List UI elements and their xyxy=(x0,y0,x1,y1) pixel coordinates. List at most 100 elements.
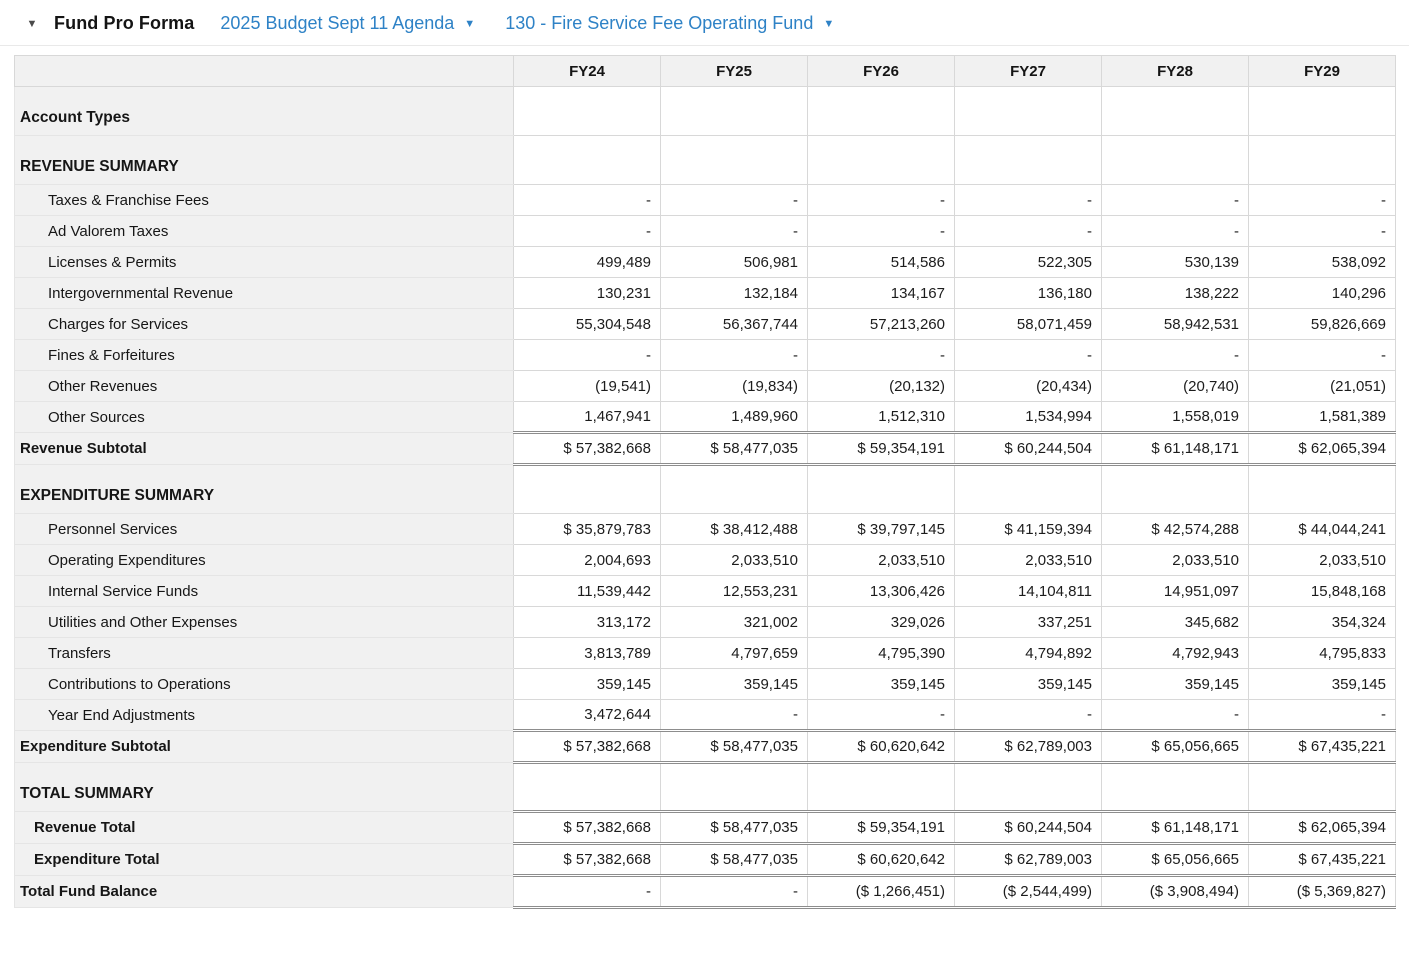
cell-value: 4,792,943 xyxy=(1101,637,1249,669)
cell-value: 345,682 xyxy=(1101,606,1249,638)
row-label: Total Fund Balance xyxy=(14,875,514,908)
table-row: Other Revenues (19,541) (19,834) (20,132) (2… xyxy=(14,370,1396,402)
cell-value: - xyxy=(1101,215,1249,247)
cell-value: 3,472,644 xyxy=(513,699,661,731)
cell-value: 1,512,310 xyxy=(807,401,955,433)
table-row: Revenue Total $ 57,382,668 $ 58,477,035 $ 5… xyxy=(14,810,1396,845)
chevron-down-icon: ▼ xyxy=(464,17,476,30)
cell-value: 359,145 xyxy=(1248,668,1396,700)
cell-value: 313,172 xyxy=(513,606,661,638)
row-label: EXPENDITURE SUMMARY xyxy=(14,464,514,514)
cell-value: $ 61,148,171 xyxy=(1101,431,1249,466)
cell-value: - xyxy=(1248,215,1396,247)
row-label: Year End Adjustments xyxy=(14,699,514,731)
table-row: Expenditure Subtotal $ 57,382,668 $ 58,477… xyxy=(14,729,1396,764)
cell-value: $ 35,879,783 xyxy=(513,513,661,545)
table-header: FY24 FY25 FY26 FY27 FY28 FY29 xyxy=(14,55,1396,87)
cell-value: - xyxy=(1248,699,1396,731)
row-label: Other Sources xyxy=(14,401,514,433)
cell-value: 359,145 xyxy=(954,668,1102,700)
cell-value: $ 65,056,665 xyxy=(1101,729,1249,764)
cell-value: 138,222 xyxy=(1101,277,1249,309)
fund-dropdown[interactable]: 130 - Fire Service Fee Operating Fund ▼ xyxy=(505,13,834,34)
collapse-icon[interactable]: ▼ xyxy=(26,17,38,30)
cell-value xyxy=(1248,86,1396,136)
table-row: Fines & Forfeitures - - - - - - xyxy=(14,339,1396,371)
cell-value: 321,002 xyxy=(660,606,808,638)
column-header-fy28: FY28 xyxy=(1101,55,1249,87)
column-header-fy27: FY27 xyxy=(954,55,1102,87)
cell-value: - xyxy=(660,339,808,371)
table-row: EXPENDITURE SUMMARY xyxy=(14,464,1396,514)
cell-value: 359,145 xyxy=(1101,668,1249,700)
cell-value: - xyxy=(954,215,1102,247)
table-row: Intergovernmental Revenue 130,231 132,184 1… xyxy=(14,277,1396,309)
cell-value: - xyxy=(1248,339,1396,371)
cell-value: 2,004,693 xyxy=(513,544,661,576)
cell-value: $ 58,477,035 xyxy=(660,431,808,466)
cell-value: $ 57,382,668 xyxy=(513,431,661,466)
cell-value xyxy=(1101,135,1249,185)
row-label: Fines & Forfeitures xyxy=(14,339,514,371)
column-header-accounts xyxy=(14,55,514,87)
page-title: Fund Pro Forma xyxy=(54,13,195,33)
budget-dropdown[interactable]: 2025 Budget Sept 11 Agenda ▼ xyxy=(220,13,475,34)
row-label: Transfers xyxy=(14,637,514,669)
cell-value: 140,296 xyxy=(1248,277,1396,309)
page-header: ▼ Fund Pro Forma 2025 Budget Sept 11 Age… xyxy=(0,0,1409,46)
cell-value: 1,558,019 xyxy=(1101,401,1249,433)
cell-value: $ 62,065,394 xyxy=(1248,431,1396,466)
cell-value: 11,539,442 xyxy=(513,575,661,607)
cell-value: $ 59,354,191 xyxy=(807,810,955,845)
cell-value: (20,434) xyxy=(954,370,1102,402)
cell-value: $ 60,244,504 xyxy=(954,810,1102,845)
row-label: Account Types xyxy=(14,86,514,136)
chevron-down-icon: ▼ xyxy=(823,17,835,30)
table-row: TOTAL SUMMARY xyxy=(14,762,1396,812)
table-row: Operating Expenditures 2,004,693 2,033,510… xyxy=(14,544,1396,576)
table-row: Utilities and Other Expenses 313,172 321,0… xyxy=(14,606,1396,638)
cell-value: (21,051) xyxy=(1248,370,1396,402)
cell-value: - xyxy=(513,339,661,371)
row-label: Utilities and Other Expenses xyxy=(14,606,514,638)
fund-dropdown-label: 130 - Fire Service Fee Operating Fund xyxy=(505,13,814,33)
cell-value xyxy=(1248,762,1396,812)
table-row: Year End Adjustments 3,472,644- - - - - xyxy=(14,699,1396,731)
cell-value: 506,981 xyxy=(660,246,808,278)
cell-value: 538,092 xyxy=(1248,246,1396,278)
budget-dropdown-label: 2025 Budget Sept 11 Agenda xyxy=(220,13,455,33)
cell-value: - xyxy=(1101,699,1249,731)
table-row: REVENUE SUMMARY xyxy=(14,135,1396,185)
row-label: Other Revenues xyxy=(14,370,514,402)
cell-value: ($ 2,544,499) xyxy=(954,874,1102,909)
cell-value xyxy=(807,135,955,185)
cell-value xyxy=(1101,86,1249,136)
cell-value: - xyxy=(1101,339,1249,371)
cell-value: - xyxy=(954,339,1102,371)
row-label: Charges for Services xyxy=(14,308,514,340)
table-row: Charges for Services 55,304,548 56,367,744… xyxy=(14,308,1396,340)
cell-value xyxy=(1101,464,1249,514)
cell-value: - xyxy=(660,699,808,731)
cell-value: $ 39,797,145 xyxy=(807,513,955,545)
cell-value: 12,553,231 xyxy=(660,575,808,607)
cell-value: 57,213,260 xyxy=(807,308,955,340)
cell-value: $ 62,065,394 xyxy=(1248,810,1396,845)
table-row: Contributions to Operations 359,145 359,14… xyxy=(14,668,1396,700)
cell-value xyxy=(513,464,661,514)
cell-value: 4,795,833 xyxy=(1248,637,1396,669)
cell-value xyxy=(660,86,808,136)
cell-value: 56,367,744 xyxy=(660,308,808,340)
cell-value: 514,586 xyxy=(807,246,955,278)
cell-value: $ 57,382,668 xyxy=(513,810,661,845)
row-label: Intergovernmental Revenue xyxy=(14,277,514,309)
cell-value: $ 60,620,642 xyxy=(807,842,955,877)
cell-value: $ 59,354,191 xyxy=(807,431,955,466)
row-label: Internal Service Funds xyxy=(14,575,514,607)
cell-value: - xyxy=(807,184,955,216)
cell-value: $ 62,789,003 xyxy=(954,729,1102,764)
cell-value: 4,797,659 xyxy=(660,637,808,669)
column-header-fy26: FY26 xyxy=(807,55,955,87)
row-label: Ad Valorem Taxes xyxy=(14,215,514,247)
column-header-fy24: FY24 xyxy=(513,55,661,87)
